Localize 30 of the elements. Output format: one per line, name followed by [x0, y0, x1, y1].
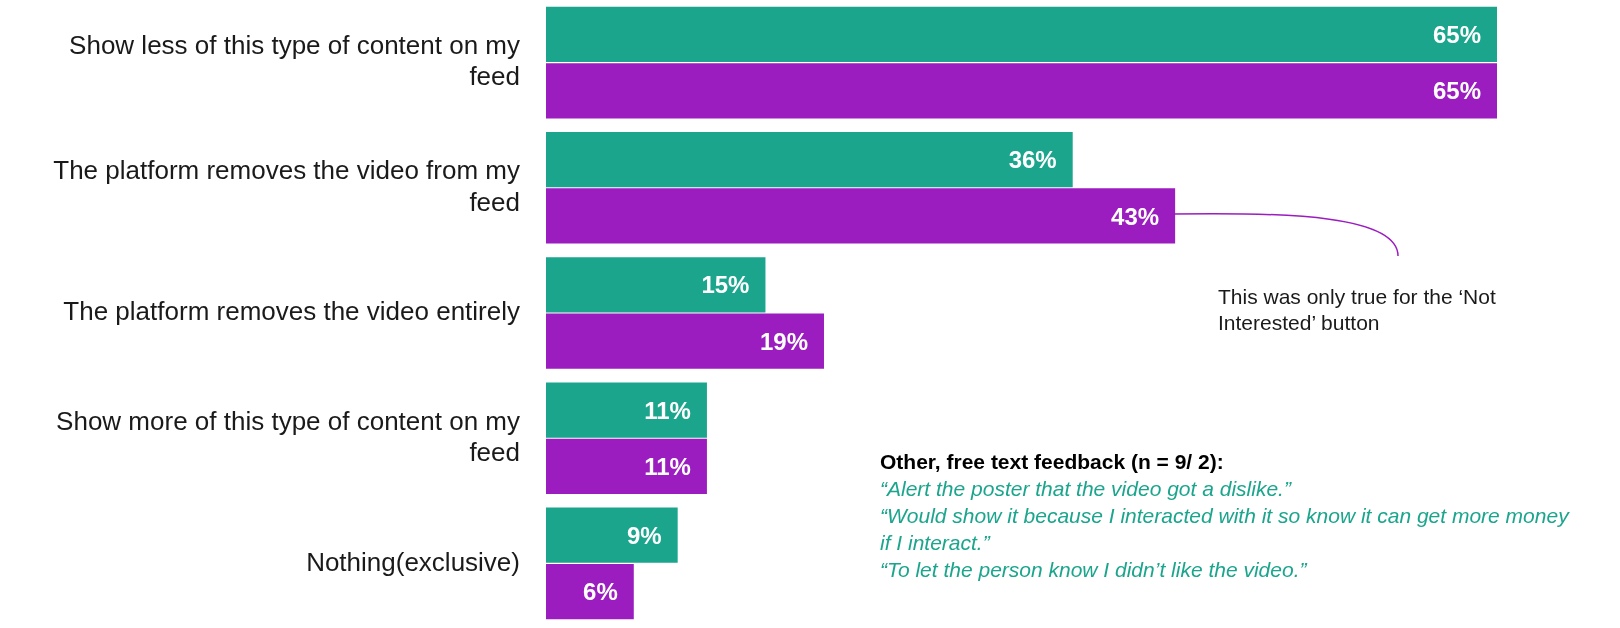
bar — [546, 507, 678, 563]
bar — [546, 188, 1176, 244]
bar — [546, 313, 824, 369]
y-tick-label: Show more of this type of content on my feed — [56, 405, 520, 467]
bar — [546, 257, 766, 313]
data-label: 65% — [1432, 21, 1481, 49]
annotation: “Alert the poster that the video got a dislike.” — [880, 476, 1293, 502]
annotation: This was only true for the ‘Not Interested’ button — [1218, 284, 1497, 336]
data-label: 36% — [1008, 146, 1057, 174]
y-tick-label: Nothing(exclusive) — [306, 546, 520, 577]
bar — [546, 438, 707, 494]
data-label: 11% — [644, 396, 691, 424]
bar — [546, 563, 634, 620]
y-tick-label: Show less of this type of content on my feed — [69, 30, 520, 92]
data-label: 6% — [583, 578, 618, 606]
data-label: 65% — [1432, 77, 1481, 105]
annotation: “Would show it because I interacted with it so know it can get more money if I interact.” — [880, 503, 1571, 556]
y-tick-label: The platform removes the video from my feed — [53, 155, 520, 217]
bar — [546, 6, 1497, 63]
bar — [546, 63, 1497, 119]
annotation: “To let the person know I didn’t like the video.” — [880, 557, 1309, 583]
data-label: 11% — [644, 452, 691, 480]
y-tick-label: The platform removes the video entirely — [63, 296, 520, 327]
data-label: 9% — [626, 521, 662, 549]
annotation: Other, free text feedback (n = 9/ 2): — [880, 449, 1225, 475]
data-label: 19% — [759, 327, 808, 355]
bar — [546, 382, 707, 438]
data-label: 15% — [701, 271, 750, 299]
data-label: 43% — [1111, 202, 1160, 230]
bar — [546, 132, 1073, 188]
